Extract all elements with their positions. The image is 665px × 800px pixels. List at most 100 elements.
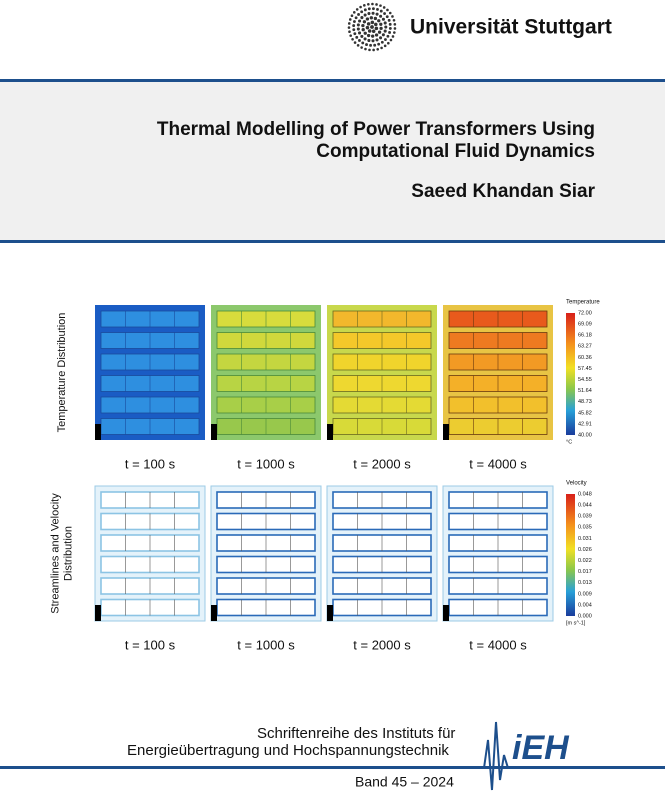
logo-dot bbox=[353, 41, 357, 44]
logo-dot bbox=[371, 2, 374, 6]
colorbar-unit: °C bbox=[566, 439, 572, 445]
logo-dot bbox=[367, 11, 371, 16]
colorbar-tick: 45.82 bbox=[578, 410, 592, 416]
logo-dot bbox=[380, 46, 383, 50]
logo-dot bbox=[385, 15, 389, 19]
colorbar-tick: 72.00 bbox=[578, 310, 592, 316]
logo-dot bbox=[347, 26, 351, 29]
logo-dot bbox=[349, 34, 352, 37]
title-band bbox=[0, 82, 665, 240]
core-block bbox=[443, 424, 449, 440]
colorbar-tick: 0.039 bbox=[578, 514, 592, 520]
logo-dot bbox=[379, 36, 383, 40]
logo-dot bbox=[361, 28, 365, 32]
logo-dot bbox=[373, 16, 378, 21]
colorbar-tick: 0.026 bbox=[578, 547, 592, 553]
time-label: t = 100 s bbox=[125, 456, 176, 471]
university-logo bbox=[347, 2, 397, 52]
logo-dot bbox=[355, 35, 359, 39]
simulation-panel bbox=[326, 485, 438, 622]
logo-dot bbox=[357, 13, 360, 16]
panel-bg bbox=[95, 305, 205, 440]
colorbar-tick: 54.55 bbox=[578, 377, 592, 383]
core-block bbox=[95, 605, 101, 621]
logo-dot bbox=[391, 15, 394, 18]
logo-dot bbox=[379, 4, 382, 7]
logo-dot bbox=[376, 47, 379, 51]
logo-dot bbox=[384, 25, 388, 29]
core-block bbox=[211, 424, 217, 440]
logo-dot bbox=[373, 43, 377, 47]
logo-dot bbox=[377, 19, 381, 23]
logo-dot bbox=[371, 34, 375, 38]
logo-dot bbox=[386, 34, 390, 38]
rule bbox=[0, 79, 665, 82]
logo-dot bbox=[367, 2, 370, 6]
simulation-panel bbox=[442, 485, 554, 622]
logo-dot bbox=[389, 38, 393, 42]
time-label: t = 2000 s bbox=[353, 637, 411, 652]
logo-dot bbox=[374, 26, 379, 31]
simulation-panel bbox=[95, 305, 205, 440]
core-block bbox=[211, 605, 217, 621]
logo-dot bbox=[360, 34, 364, 38]
colorbar-tick: 60.36 bbox=[578, 355, 592, 361]
rule bbox=[0, 240, 665, 243]
colorbar-tick: 63.27 bbox=[578, 344, 592, 350]
logo-dot bbox=[367, 7, 371, 11]
colorbar-tick: 0.004 bbox=[578, 602, 592, 608]
colorbar-tick: 0.031 bbox=[578, 536, 592, 542]
logo-dot bbox=[375, 38, 379, 42]
logo-dot bbox=[365, 43, 368, 46]
logo-dot bbox=[379, 22, 383, 26]
logo-dot bbox=[365, 25, 370, 30]
time-label: t = 100 s bbox=[125, 637, 176, 652]
panel-bg bbox=[211, 305, 321, 440]
logo-dot bbox=[368, 48, 371, 52]
logo-dot bbox=[358, 31, 362, 35]
logo-dot bbox=[356, 44, 360, 47]
rule bbox=[0, 766, 665, 769]
title-line: Thermal Modelling of Power Transformers … bbox=[157, 119, 595, 140]
logo-dot bbox=[393, 27, 397, 30]
logo-dot bbox=[369, 16, 373, 20]
logo-dot bbox=[348, 30, 351, 33]
core-block bbox=[95, 424, 101, 440]
row-label: Distribution bbox=[62, 526, 74, 581]
logo-dot bbox=[383, 29, 387, 33]
colorbar-tick: 57.45 bbox=[578, 366, 592, 372]
logo-dot bbox=[388, 22, 392, 26]
colorbar-tick: 0.009 bbox=[578, 591, 592, 597]
logo-dot bbox=[387, 41, 390, 45]
logo-dot bbox=[376, 8, 379, 11]
logo-dot bbox=[363, 8, 367, 12]
logo-dot bbox=[379, 14, 383, 18]
time-label: t = 4000 s bbox=[469, 456, 527, 471]
logo-dot bbox=[383, 21, 387, 25]
panel-bg bbox=[327, 305, 437, 440]
logo-dot bbox=[354, 16, 358, 20]
core-block bbox=[327, 605, 333, 621]
logo-dot bbox=[367, 38, 371, 42]
logo-dot bbox=[361, 41, 365, 45]
logo-dot bbox=[383, 12, 386, 15]
colorbar-tick: 0.048 bbox=[578, 491, 592, 497]
logo-dot bbox=[393, 23, 397, 26]
logo-dot bbox=[391, 35, 395, 38]
simulation-panel bbox=[327, 305, 437, 440]
logo-dot bbox=[353, 32, 357, 36]
logo-dot bbox=[359, 5, 362, 9]
logo-dot bbox=[367, 29, 372, 33]
logo-dot bbox=[362, 20, 367, 24]
logo-dot bbox=[384, 38, 387, 41]
logo-dot bbox=[356, 23, 360, 27]
logo-dot bbox=[374, 33, 379, 37]
logo-dot bbox=[365, 17, 370, 21]
colorbar-tick: 42.91 bbox=[578, 421, 592, 427]
colorbar-tick: 40.00 bbox=[578, 432, 592, 438]
logo-dot bbox=[387, 18, 391, 22]
logo-dot bbox=[363, 31, 367, 35]
time-label: t = 4000 s bbox=[469, 637, 527, 652]
logo-dot bbox=[366, 22, 371, 26]
